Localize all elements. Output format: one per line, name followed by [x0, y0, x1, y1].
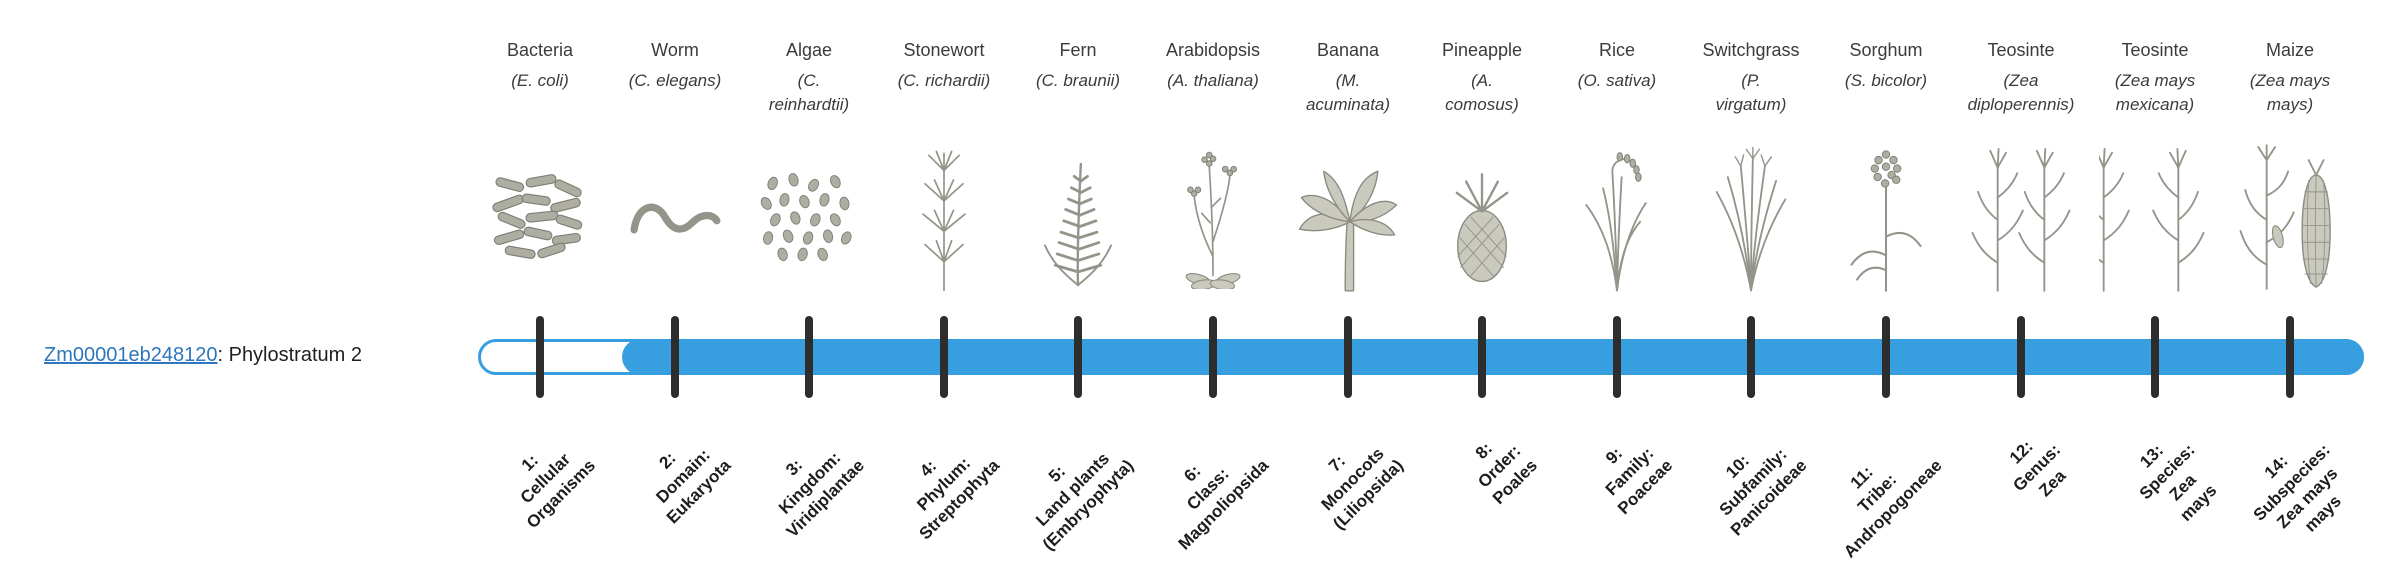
- stratum-column-9: Rice (O. sativa): [1547, 40, 1687, 350]
- stratum-label: 4: Phylum: Streptophyta: [913, 453, 1004, 544]
- organism-scientific-name: (C. richardii): [897, 70, 991, 90]
- stratum-label: 6: Class: Magnoliopsida: [1174, 455, 1273, 554]
- organism-scientific-name: (A. thaliana): [1167, 70, 1259, 90]
- organism-name: Teosinte: [2121, 40, 2189, 60]
- gene-id-link[interactable]: Zm00001eb248120: [44, 344, 218, 366]
- teosinte-icon: [2099, 128, 2211, 308]
- stratum-tick: [1747, 316, 1755, 398]
- banana-plant-icon: [1292, 128, 1404, 308]
- organism-scientific-name: (Zea diploperennis): [1967, 70, 2075, 115]
- switchgrass-icon: [1700, 128, 1802, 308]
- stratum-column-14: Maize (Zea mays mays): [2220, 40, 2360, 350]
- stratum-column-10: Switchgrass (P. virgatum): [1681, 40, 1821, 350]
- rice-plant-icon: [1566, 128, 1668, 308]
- organism-name: Sorghum: [1849, 40, 1923, 60]
- phylostrata-bar-fill: [622, 339, 2364, 375]
- organism-scientific-name: (C. reinhardtii): [768, 70, 850, 115]
- stratum-column-11: Sorghum (S. bicolor): [1816, 40, 1956, 350]
- arabidopsis-icon: [1166, 128, 1260, 308]
- organism-name: Pineapple: [1441, 40, 1523, 60]
- stratum-label: 12: Genus: Zea: [2006, 436, 2071, 501]
- stratum-tick: [1613, 316, 1621, 398]
- organism-name: Fern: [1059, 40, 1097, 60]
- stratum-column-13: Teosinte (Zea mays mexicana): [2085, 40, 2225, 350]
- organism-name: Worm: [651, 40, 699, 60]
- stratum-column-8: Pineapple (A. comosus): [1412, 40, 1552, 350]
- maize-icon: [2234, 128, 2346, 308]
- stratum-column-5: Fern (C. braunii): [1008, 40, 1148, 350]
- stratum-column-4: Stonewort (C. richardii): [874, 40, 1014, 350]
- organism-scientific-name: (M. acuminata): [1305, 70, 1391, 115]
- worm-icon: [625, 128, 725, 308]
- stratum-label: 2: Domain: Eukaryota: [652, 445, 735, 528]
- stratum-column-1: Bacteria (E. coli): [470, 40, 610, 350]
- organism-scientific-name: (C. braunii): [1035, 70, 1121, 90]
- stratum-column-12: Teosinte (Zea diploperennis): [1951, 40, 2091, 350]
- stratum-label: 1: Cellular Organisms: [516, 449, 600, 533]
- stratum-tick: [1882, 316, 1890, 398]
- stratum-label: 7: Monocots (Liliopsida): [1317, 444, 1408, 534]
- organism-scientific-name: (Zea mays mays): [2249, 70, 2331, 115]
- organism-name: Bacteria: [506, 40, 574, 60]
- organism-scientific-name: (S. bicolor): [1844, 70, 1928, 90]
- stratum-tick: [1209, 316, 1217, 398]
- sorghum-icon: [1844, 128, 1928, 308]
- stratum-label: 8: Order: Poales: [1471, 438, 1542, 509]
- bacteria-icon: [488, 128, 592, 308]
- stratum-tick: [1478, 316, 1486, 398]
- stratum-tick: [2017, 316, 2025, 398]
- stratum-label: 3: Kingdom: Viridiplantae: [775, 448, 869, 542]
- organism-name: Switchgrass: [1702, 40, 1800, 60]
- stratum-column-3: Algae (C. reinhardtii): [739, 40, 879, 350]
- stratum-label: 9: Family: Poaceae: [1601, 443, 1677, 519]
- stratum-tick: [671, 316, 679, 398]
- stratum-tick: [2151, 316, 2159, 398]
- organism-name: Algae: [785, 40, 833, 60]
- organism-name: Banana: [1316, 40, 1380, 60]
- stratum-tick: [1344, 316, 1352, 398]
- organism-scientific-name: (C. elegans): [628, 70, 722, 90]
- stratum-label: 13: Species: Zea mays: [2135, 440, 2221, 526]
- stratum-tick: [1074, 316, 1082, 398]
- stratum-label: 5: Land plants (Embryophyta): [1032, 449, 1138, 555]
- gene-phylostratum-text: : Phylostratum 2: [217, 344, 362, 366]
- stratum-tick: [940, 316, 948, 398]
- stratum-tick: [805, 316, 813, 398]
- organism-name: Stonewort: [903, 40, 985, 60]
- organism-name: Maize: [2265, 40, 2314, 60]
- gene-label: Zm00001eb248120: Phylostratum 2: [44, 344, 362, 367]
- stratum-tick: [2286, 316, 2294, 398]
- organism-name: Arabidopsis: [1165, 40, 1261, 60]
- organism-scientific-name: (A. comosus): [1445, 70, 1519, 115]
- stratum-label: 11: Tribe: Andropogoneae: [1839, 455, 1946, 562]
- stratum-column-6: Arabidopsis (A. thaliana): [1143, 40, 1283, 350]
- organism-scientific-name: (P. virgatum): [1715, 70, 1787, 115]
- stratum-column-7: Banana (M. acuminata): [1278, 40, 1418, 350]
- stratum-label: 14: Subspecies: Zea mays mays: [2249, 440, 2345, 536]
- stratum-label: 10: Subfamily: Panicoideae: [1715, 444, 1811, 540]
- algae-icon: [759, 128, 859, 308]
- stratum-column-2: Worm (C. elegans): [605, 40, 745, 350]
- teosinte-icon: [1965, 128, 2077, 308]
- organism-scientific-name: (Zea mays mexicana): [2114, 70, 2196, 115]
- organism-name: Rice: [1598, 40, 1635, 60]
- organism-scientific-name: (O. sativa): [1577, 70, 1657, 90]
- organism-name: Teosinte: [1987, 40, 2055, 60]
- pineapple-icon: [1440, 128, 1524, 308]
- organism-scientific-name: (E. coli): [511, 70, 569, 90]
- stonewort-icon: [906, 128, 982, 308]
- fern-icon: [1026, 128, 1130, 308]
- stratum-tick: [536, 316, 544, 398]
